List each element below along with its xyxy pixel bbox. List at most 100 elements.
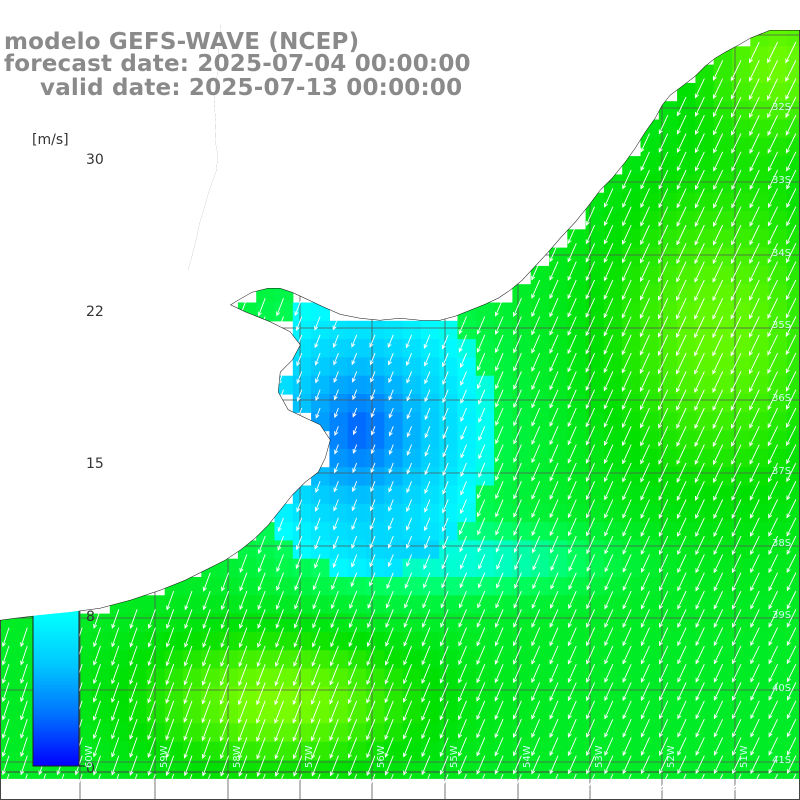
wind-arrow	[712, 279, 724, 302]
wind-arrow	[732, 664, 742, 683]
wind-arrow	[750, 700, 760, 720]
wind-arrow	[458, 718, 467, 739]
wind-arrow	[403, 609, 413, 628]
lat-label: 37S	[772, 466, 792, 477]
wind-arrow	[406, 462, 413, 475]
wind-arrow	[129, 609, 138, 629]
wind-arrow	[640, 572, 650, 592]
wind-arrow	[549, 737, 559, 757]
wind-arrow	[439, 755, 449, 776]
wind-arrow	[494, 627, 504, 647]
wind-arrow	[586, 517, 596, 537]
wind-arrow	[767, 279, 779, 301]
wind-arrow	[603, 426, 614, 446]
wind-arrow	[495, 481, 504, 500]
wind-arrow	[296, 389, 303, 402]
wind-arrow	[129, 773, 138, 794]
wind-arrow	[406, 554, 413, 567]
wind-arrow	[388, 481, 394, 493]
wind-arrow	[586, 627, 596, 647]
wind-arrow	[712, 371, 724, 393]
wind-arrow	[730, 389, 742, 411]
wind-arrow	[750, 664, 760, 683]
wind-arrow	[768, 755, 779, 775]
wind-arrow	[442, 481, 449, 495]
wind-arrow	[458, 682, 467, 702]
wind-arrow	[495, 334, 504, 354]
lon-label: 55W	[449, 745, 460, 768]
land-mass	[0, 0, 800, 620]
wind-arrow	[366, 755, 376, 777]
wind-arrow	[676, 334, 687, 357]
wind-arrow	[256, 755, 266, 777]
wind-arrow	[676, 426, 687, 447]
lat-label: 40S	[772, 683, 792, 694]
wind-arrow	[1, 645, 10, 666]
wind-arrow	[442, 517, 449, 532]
wind-arrow	[640, 151, 650, 172]
wind-arrow	[476, 682, 486, 702]
wind-arrow	[442, 444, 449, 458]
wind-arrow	[513, 426, 522, 445]
wind-arrow	[384, 682, 394, 704]
wind-arrow	[513, 609, 522, 628]
wind-arrow	[93, 627, 101, 648]
wind-arrow	[292, 664, 303, 687]
wind-arrow	[622, 554, 632, 573]
wind-arrow	[531, 352, 541, 372]
wind-arrow	[768, 481, 779, 501]
wind-arrow	[275, 590, 284, 610]
wind-arrow	[421, 718, 431, 740]
wind-arrow	[603, 261, 614, 282]
wind-arrow	[622, 664, 632, 683]
wind-arrow	[549, 499, 559, 519]
wind-arrow	[676, 298, 687, 320]
wind-arrow	[585, 389, 596, 410]
wind-arrow	[20, 700, 28, 721]
wind-arrow	[694, 261, 705, 283]
wind-arrow	[219, 700, 230, 724]
wind-arrow	[147, 645, 156, 667]
wind-arrow	[458, 645, 467, 666]
wind-arrow	[640, 481, 650, 501]
wind-arrow	[387, 517, 394, 531]
wind-arrow	[424, 444, 431, 457]
wind-arrow	[460, 499, 467, 515]
wind-arrow	[165, 773, 175, 795]
wind-arrow	[494, 755, 504, 775]
wind-arrow	[786, 755, 797, 775]
wind-arrow	[603, 389, 614, 410]
wind-arrow	[388, 444, 394, 455]
wind-arrow	[292, 700, 303, 724]
wind-arrow	[351, 499, 358, 512]
wind-arrow	[603, 352, 614, 374]
wind-arrow	[585, 334, 596, 355]
wind-arrow	[237, 718, 248, 742]
wind-arrow	[676, 444, 687, 465]
wind-arrow	[786, 609, 797, 628]
wind-arrow	[749, 352, 760, 375]
wind-arrow	[786, 554, 797, 574]
wind-arrow	[424, 535, 431, 550]
wind-arrow	[732, 590, 742, 610]
wind-arrow	[458, 316, 467, 335]
wind-arrow	[369, 352, 376, 366]
wind-arrow	[421, 645, 431, 666]
wind-arrow	[388, 426, 394, 437]
wind-arrow	[370, 481, 376, 493]
wind-arrow	[549, 279, 559, 300]
wind-arrow	[352, 426, 358, 436]
lon-label: 52W	[666, 745, 677, 768]
wind-arrow	[767, 41, 779, 64]
wind-arrow	[767, 169, 779, 190]
wind-arrow	[442, 352, 449, 368]
wind-arrow	[532, 554, 541, 571]
wind-arrow	[658, 261, 669, 283]
wind-arrow	[732, 700, 742, 720]
wind-arrow	[785, 41, 797, 64]
wind-arrow	[421, 664, 431, 684]
wind-arrow	[549, 371, 559, 391]
wind-arrow	[385, 609, 394, 628]
wind-arrow	[292, 718, 303, 742]
wind-arrow	[657, 316, 669, 338]
